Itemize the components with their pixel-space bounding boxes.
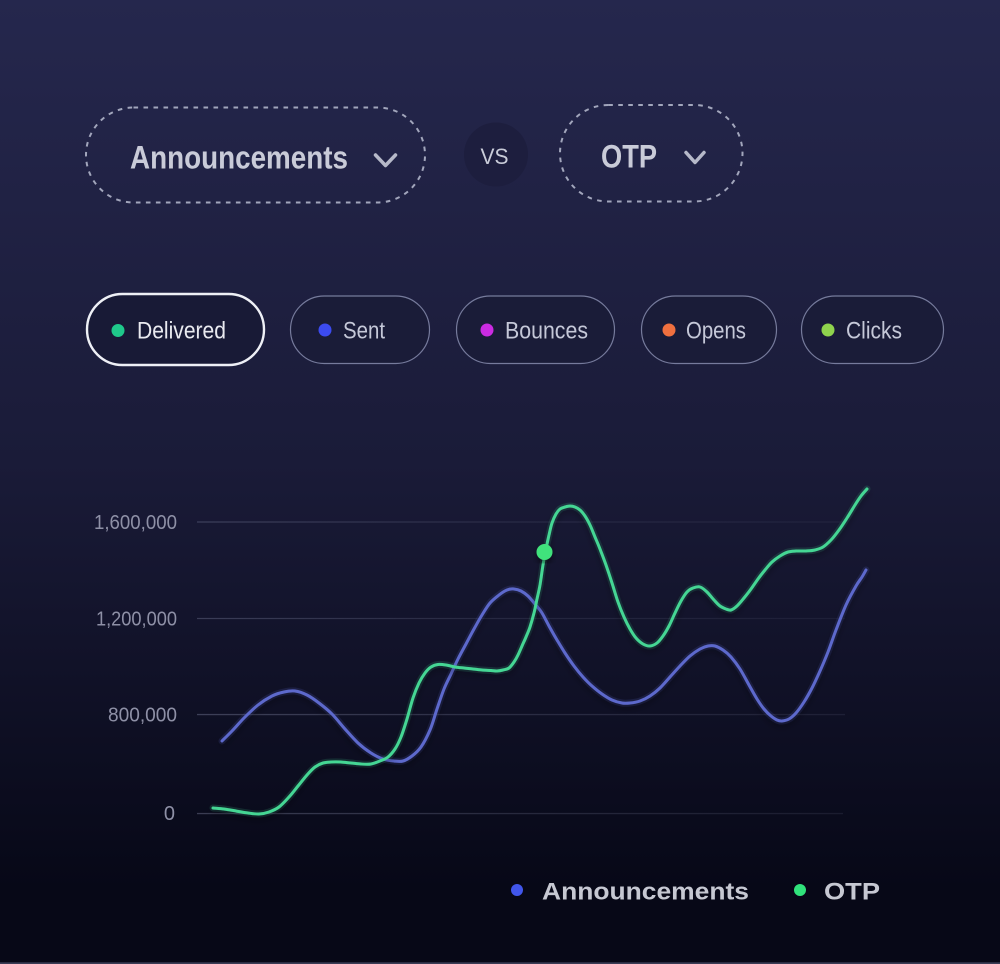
svg-text:Bounces: Bounces xyxy=(505,318,588,345)
svg-text:Clicks: Clicks xyxy=(846,318,902,345)
svg-text:Announcements: Announcements xyxy=(130,140,348,176)
svg-text:Delivered: Delivered xyxy=(137,318,226,345)
svg-text:Announcements: Announcements xyxy=(542,879,749,906)
svg-text:Opens: Opens xyxy=(686,318,746,345)
svg-text:1,600,000: 1,600,000 xyxy=(94,512,177,534)
svg-text:OTP: OTP xyxy=(824,879,880,906)
svg-text:0: 0 xyxy=(164,803,175,825)
svg-text:Sent: Sent xyxy=(343,318,385,345)
svg-text:VS: VS xyxy=(481,144,509,169)
svg-text:800,000: 800,000 xyxy=(108,705,177,727)
svg-text:1,200,000: 1,200,000 xyxy=(96,609,177,631)
svg-text:OTP: OTP xyxy=(601,139,657,175)
